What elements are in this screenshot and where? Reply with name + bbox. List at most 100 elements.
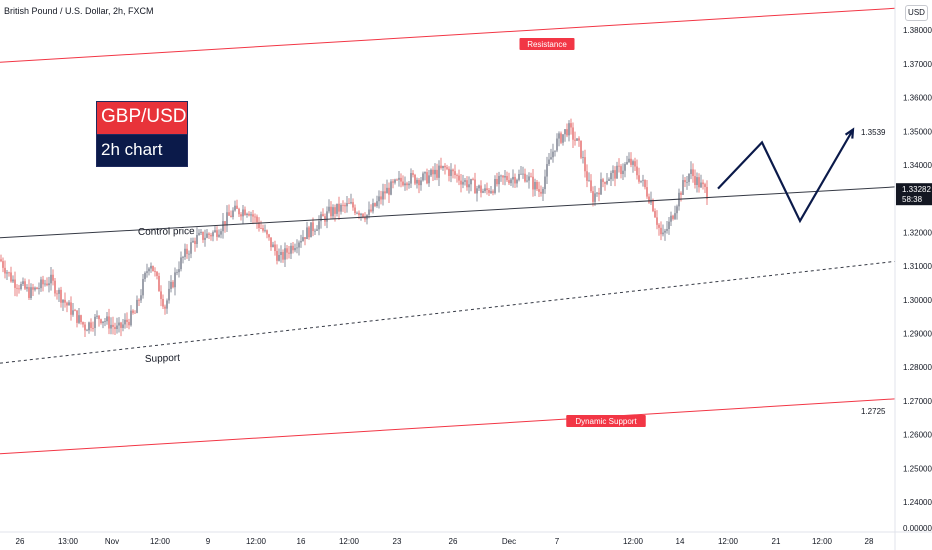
candle-body [92,327,94,329]
candle-body [486,188,488,191]
candle [296,239,298,254]
candle [434,163,436,181]
candle-body [278,254,280,261]
candle-body [342,204,344,206]
candle-body [174,272,176,288]
candle-body [180,257,182,270]
candle-body [518,174,520,180]
candle-body [58,289,60,294]
candle [76,310,78,328]
candle-body [484,188,486,192]
candle [280,245,282,263]
candle-body [406,183,408,186]
candle-body [10,272,12,282]
candle [526,174,528,183]
candle-body [288,252,290,254]
candle-body [222,221,224,232]
candle-body [50,274,52,284]
candle-body [300,240,302,243]
candle-body [130,310,132,326]
candle [190,237,192,259]
candle-body [356,212,358,214]
candle [44,279,46,287]
candle-body [676,206,678,214]
candle [634,157,636,172]
candle-body [36,287,38,290]
candle [496,172,498,187]
candle-body [202,231,204,240]
candle-body [176,272,178,274]
candle-body [562,134,564,143]
candle-body [576,138,578,141]
candle-body [408,183,410,186]
candle-body [336,203,338,214]
candle-body [80,315,82,323]
candle-body [72,310,74,315]
candle [568,120,570,142]
candle [706,180,708,206]
candle [484,184,486,194]
candle [78,308,80,325]
trend-line-support [0,260,896,364]
candle [264,224,266,233]
candle [514,173,516,188]
candle-body [108,316,110,329]
x-tick-label: 12:00 [812,537,833,546]
candle [310,222,312,238]
candle [86,328,88,332]
candle-body [606,180,608,184]
candle [6,269,8,281]
candle [154,267,156,277]
candle-body [558,133,560,139]
candle [404,176,406,191]
candle [586,164,588,188]
candle [128,318,130,330]
candle-body [188,253,190,255]
candle-body [568,123,570,136]
y-tick-label: 1.26000 [903,431,932,440]
candle [82,321,84,328]
candle-body [418,179,420,186]
candle [236,199,238,209]
candle-body [186,248,188,255]
candle-body [330,206,332,217]
candle [650,191,652,206]
candle-body [290,245,292,254]
candle-body [158,275,160,292]
candle-body [132,310,134,313]
candle-body [160,291,162,299]
candle [564,128,566,142]
candle [94,313,96,336]
candle [170,275,172,293]
candle-body [628,158,630,162]
candle [20,281,22,291]
candle [164,304,166,315]
candle [138,298,140,306]
candle [36,286,38,290]
candle-body [582,157,584,158]
candle-body [388,187,390,195]
candle [660,221,662,241]
candle-body [134,312,136,314]
currency-button[interactable]: USD [905,5,928,21]
candle [156,270,158,280]
candle-body [344,205,346,207]
candle-body [490,191,492,193]
candle-body [506,176,508,181]
candle [184,243,186,260]
candle [66,301,68,313]
trend-line-resistance [0,7,896,63]
chart-labels: Resistance Dynamic Support Control price Su… [138,38,886,427]
candle-body [44,283,46,285]
candle-body [536,181,538,190]
candle [400,173,402,188]
candle [272,241,274,248]
candle-body [244,209,246,216]
candle-body [308,227,310,238]
dynamic-support-label-bg [566,415,646,427]
x-tick-label: 12:00 [339,537,360,546]
candle [450,163,452,183]
candle [556,133,558,153]
candle-body [66,302,68,306]
